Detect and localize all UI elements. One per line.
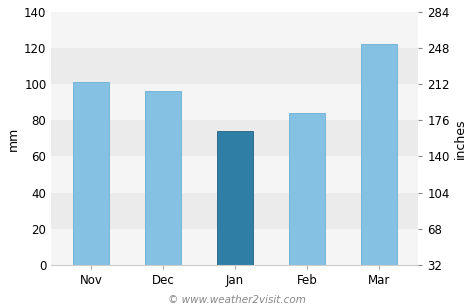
Y-axis label: mm: mm xyxy=(7,126,20,151)
Y-axis label: inches: inches xyxy=(454,118,467,159)
Bar xyxy=(51,12,419,48)
Bar xyxy=(145,91,181,265)
Bar xyxy=(217,131,253,265)
Bar xyxy=(361,44,397,265)
Bar xyxy=(51,84,419,120)
Bar xyxy=(51,156,419,192)
Bar xyxy=(289,113,325,265)
Text: © www.weather2visit.com: © www.weather2visit.com xyxy=(168,295,306,305)
Bar xyxy=(51,229,419,265)
Bar xyxy=(73,83,109,265)
